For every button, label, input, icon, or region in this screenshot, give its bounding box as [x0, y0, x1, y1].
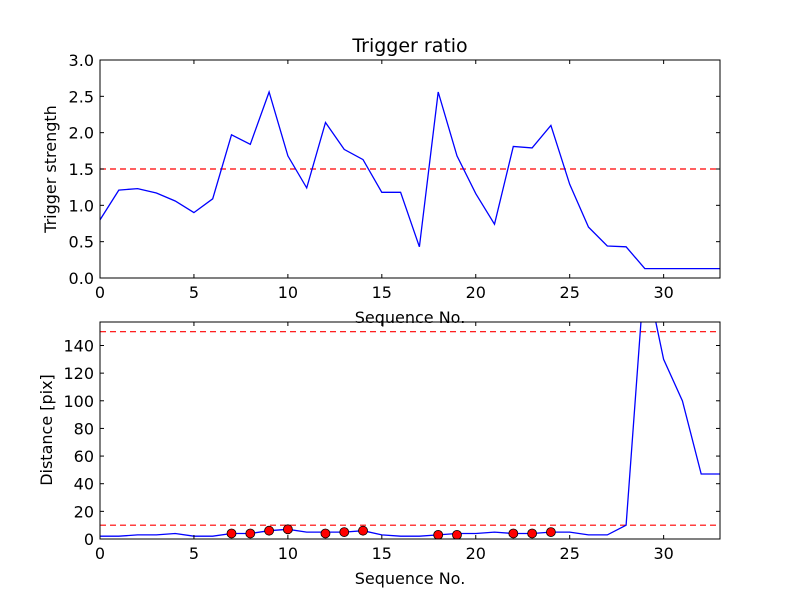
y-axis-label: Distance [pix]: [37, 374, 56, 486]
chart-title: Trigger ratio: [351, 35, 467, 57]
data-point-marker: [546, 527, 556, 537]
y-tick-label: 40: [74, 475, 94, 494]
data-point-marker: [339, 527, 350, 537]
x-axis-label: Sequence No.: [355, 569, 466, 588]
x-tick-label: 10: [278, 283, 298, 302]
x-axis-label: Sequence No.: [355, 308, 466, 327]
data-point-marker: [282, 524, 293, 535]
series-line: [100, 89, 720, 270]
y-axis-label: Trigger strength: [41, 105, 60, 234]
x-tick-label: 30: [653, 283, 673, 302]
data-point-marker: [320, 528, 331, 539]
y-tick-label: 1.5: [69, 160, 94, 179]
data-point-marker: [358, 525, 368, 536]
y-tick-label: 3.0: [69, 51, 94, 70]
y-tick-label: 2.5: [69, 87, 94, 106]
plot-area: [100, 322, 720, 539]
trigger-ratio-chart: Trigger ratio 0 5 10 15 20 25 30 0.0 0.5 1.0 1.5 2.…: [41, 35, 721, 327]
data-point-marker: [226, 528, 237, 539]
data-point-marker: [508, 528, 519, 539]
x-tick-label: 0: [95, 544, 105, 563]
x-tick-label: 25: [560, 283, 580, 302]
y-tick-label: 2.0: [69, 124, 94, 143]
y-tick-label: 60: [74, 447, 94, 466]
x-tick-label: 15: [372, 544, 392, 563]
x-tick-label: 20: [466, 283, 486, 302]
ticks: 0 5 10 15 20 25 30 0 20 40 60 80 100 120 140: [63, 322, 720, 563]
series-line: [100, 322, 720, 537]
y-tick-label: 120: [63, 364, 94, 383]
x-tick-label: 20: [466, 544, 486, 563]
data-point-marker: [245, 528, 256, 539]
ticks: 0 5 10 15 20 25 30 0.0 0.5 1.0 1.5 2.0 2.5 3.0: [69, 51, 720, 302]
y-tick-label: 20: [74, 502, 94, 521]
x-tick-label: 15: [372, 283, 392, 302]
x-tick-label: 30: [653, 544, 673, 563]
plot-area: [100, 89, 720, 270]
x-tick-label: 0: [95, 283, 105, 302]
y-tick-label: 140: [63, 336, 94, 355]
y-tick-label: 1.0: [69, 196, 94, 215]
y-tick-label: 0.5: [69, 233, 94, 252]
x-tick-label: 25: [560, 544, 580, 563]
y-tick-label: 0: [84, 530, 94, 549]
data-point-marker: [527, 528, 538, 539]
axes-frame: [99, 321, 721, 540]
distance-chart: 0 5 10 15 20 25 30 0 20 40 60 80 100 120 140 Sequence …: [37, 321, 721, 588]
x-tick-label: 5: [189, 544, 199, 563]
y-tick-label: 80: [74, 419, 94, 438]
y-tick-label: 0.0: [69, 269, 94, 288]
x-tick-label: 10: [278, 544, 298, 563]
x-tick-label: 5: [189, 283, 199, 302]
data-point-marker: [433, 529, 444, 539]
y-tick-label: 100: [63, 392, 94, 411]
data-point-marker: [264, 525, 274, 536]
data-point-marker: [452, 529, 462, 539]
